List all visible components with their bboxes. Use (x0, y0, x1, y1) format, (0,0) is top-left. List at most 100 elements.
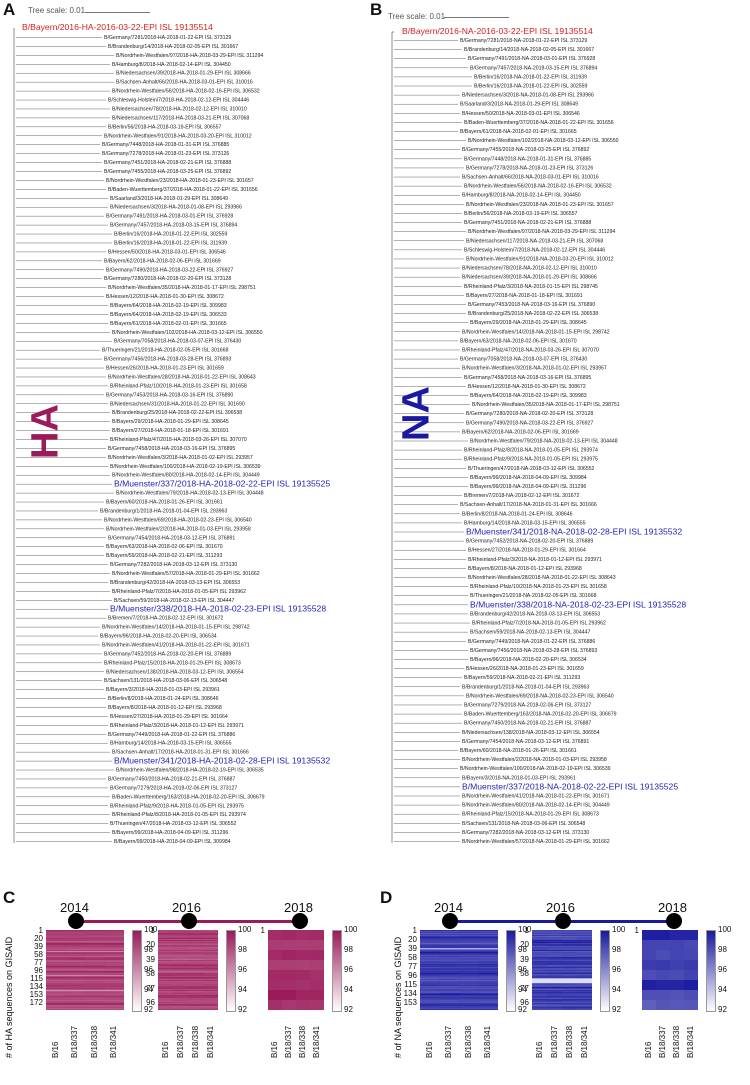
heatmap-cell (459, 937, 479, 939)
heatmap-cell (65, 984, 86, 986)
heatmap-cell (188, 934, 204, 936)
heatmap-cell (459, 942, 479, 944)
heatmap-cell (420, 994, 440, 996)
heatmap-cell (85, 941, 105, 942)
heatmap-cell (547, 950, 563, 952)
heatmap-cell (420, 951, 440, 953)
heatmap-cell (85, 957, 105, 959)
highlight-leaf-label: B/Muenster/341/2018-HA-2018-02-28-EPI IS… (114, 756, 330, 766)
heatmap-cell (420, 988, 440, 990)
heatmap-cell (158, 1009, 174, 1011)
heatmap-cell (85, 949, 105, 951)
heatmap-cell (547, 930, 563, 932)
heatmap-cell (439, 976, 460, 978)
heatmap-cell (420, 977, 440, 978)
heatmap-cell (459, 986, 479, 988)
heatmap-cell (85, 937, 105, 939)
heatmap-cell (104, 985, 125, 987)
heatmap-cell (459, 933, 479, 935)
heatmap-cell (532, 997, 548, 999)
heatmap-cell (65, 933, 86, 935)
heatmap-cell (188, 973, 204, 975)
heatmap-cell (420, 959, 440, 961)
heatmap-cell (547, 935, 563, 937)
heatmap-cell (188, 951, 204, 953)
heatmap-cell (532, 988, 548, 990)
heatmap-cell (104, 960, 125, 961)
heatmap-cell (85, 988, 105, 990)
heatmap-cell (420, 978, 440, 979)
heatmap-cell (104, 953, 125, 954)
heatmap-cell (203, 994, 219, 996)
leaf-label: B/Nordrhein-Westfalen/23/2018-HA-2018-01… (106, 178, 254, 184)
heatmap-cell (478, 981, 499, 982)
heatmap-cell (478, 990, 499, 992)
heatmap-cell (532, 934, 548, 936)
heatmap-cell (104, 954, 125, 955)
leaf-label: B/Germany/7448/2018-NA-2018-01-31-EPI IS… (464, 156, 591, 162)
heatmap-cell (562, 951, 578, 953)
heatmap-cell (104, 968, 125, 970)
heatmap-cell (459, 959, 479, 961)
heatmap-cell (459, 990, 479, 991)
heatmap-cell (577, 945, 593, 947)
heatmap-cell (577, 993, 593, 995)
heatmap-cell (547, 935, 563, 937)
heatmap-cell (104, 967, 125, 969)
heatmap-cell (188, 933, 204, 935)
heatmap-cell (104, 965, 125, 967)
heatmap-cell (173, 993, 189, 995)
heatmap-cell (65, 933, 86, 934)
heatmap-cell (203, 962, 219, 964)
heatmap-cell (65, 982, 86, 983)
heatmap-cell (46, 990, 66, 991)
heatmap-cell (46, 1008, 66, 1010)
heatmap-cell (203, 930, 219, 932)
heatmap-cell (478, 988, 499, 989)
heatmap-cell (478, 982, 499, 984)
heatmap-cell (85, 989, 105, 991)
leaf-label: B/Nordrhein-Westfalen/35/2018-HA-2018-01… (108, 285, 256, 291)
heatmap-cell (420, 974, 440, 976)
heatmap-cell (158, 975, 174, 977)
heatmap-cell (532, 963, 548, 965)
heatmap-cell (173, 968, 189, 970)
heatmap-cell (656, 960, 671, 971)
heatmap-cell (46, 960, 66, 961)
colorbar-tick: 92 (518, 1005, 527, 1014)
heatmap-cell (420, 994, 440, 996)
heatmap-cell (104, 961, 125, 962)
heatmap-cell (439, 982, 460, 984)
colorbar-tick: 92 (238, 1005, 247, 1014)
heatmap-cell (562, 950, 578, 952)
heatmap-cell (420, 996, 440, 998)
heatmap-cell (547, 945, 563, 947)
heatmap-cell (85, 984, 105, 986)
heatmap-cell (46, 957, 66, 959)
heatmap-cell (478, 936, 499, 937)
heatmap-cell (478, 1008, 499, 1010)
heatmap-cell (547, 1009, 563, 1011)
colorbar-tick: 96 (612, 965, 621, 974)
leaf-label: B/Niedersachsen/3/2018-HA-2018-01-08-EPI… (110, 205, 242, 211)
heatmap-cell (439, 956, 460, 957)
heatmap-cell (85, 943, 105, 944)
heatmap-cell (547, 988, 563, 990)
heatmap-cell (104, 997, 125, 999)
heatmap-cell (46, 989, 66, 990)
heatmap-cell (459, 962, 479, 964)
heatmap-cell (65, 979, 86, 980)
heatmap-cell (577, 963, 593, 965)
heatmap-cell (459, 975, 479, 977)
heatmap-cell (478, 980, 499, 982)
heatmap-cell (65, 992, 86, 993)
heatmap-cell (104, 957, 125, 959)
heatmap-cell (562, 940, 578, 942)
heatmap-cell (478, 945, 499, 946)
heatmap-cell (532, 951, 548, 953)
heatmap-cell (268, 940, 283, 951)
heatmap-cell (173, 985, 189, 987)
heatmap-cell (104, 982, 125, 983)
heatmap-cell (562, 979, 578, 981)
heatmap-cell (459, 997, 479, 999)
